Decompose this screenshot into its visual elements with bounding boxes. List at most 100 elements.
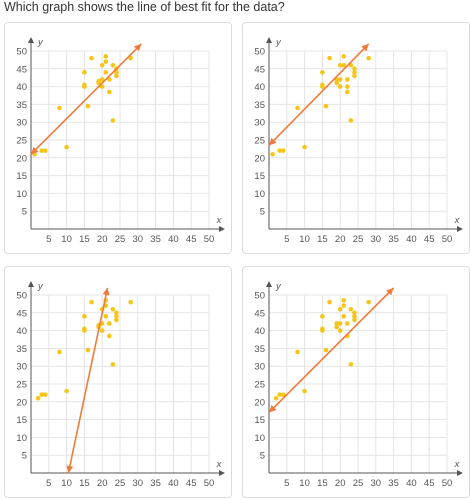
x-tick-label: 40 xyxy=(406,478,417,489)
x-tick-label: 45 xyxy=(186,234,197,245)
x-tick-label: 35 xyxy=(388,234,399,245)
data-point xyxy=(107,333,112,339)
data-point xyxy=(341,303,347,308)
data-point xyxy=(280,148,286,153)
x-tick-label: 25 xyxy=(353,478,364,489)
data-point xyxy=(42,392,48,397)
data-point xyxy=(82,70,87,75)
y-tick-label: 35 xyxy=(16,100,27,111)
data-point xyxy=(337,62,343,68)
data-point xyxy=(107,89,112,95)
y-tick-label: 40 xyxy=(16,82,27,93)
y-tick-label: 40 xyxy=(254,82,265,93)
data-point xyxy=(366,55,371,61)
x-tick-label: 5 xyxy=(46,234,51,245)
data-point xyxy=(103,314,109,319)
fit-line-arrow-icon xyxy=(269,137,277,146)
data-point xyxy=(337,328,343,333)
data-point xyxy=(114,317,119,323)
answer-choice-4[interactable]: x y 5 10 15 20 25 30 35 40 45 50 5 10 15 20 25 30 35 40 45 50 xyxy=(242,266,470,498)
x-tick-label: 30 xyxy=(371,478,382,489)
y-tick-label: 25 xyxy=(254,136,265,147)
x-tick-label: 10 xyxy=(299,234,310,245)
x-axis-label: x xyxy=(216,215,223,226)
fit-line-arrow-icon xyxy=(133,43,142,52)
data-point xyxy=(82,82,87,88)
data-point xyxy=(110,118,116,123)
x-tick-label: 25 xyxy=(115,234,126,245)
data-point xyxy=(345,321,350,326)
answer-choice-3[interactable]: x y 5 10 15 20 25 30 35 40 45 50 5 10 15 20 25 30 35 40 45 50 xyxy=(4,266,232,498)
data-point xyxy=(366,299,371,305)
x-tick-label: 15 xyxy=(79,234,90,245)
data-point xyxy=(273,395,279,401)
data-point xyxy=(64,388,69,394)
data-point xyxy=(128,55,133,61)
x-tick-label: 25 xyxy=(115,478,126,489)
data-point xyxy=(103,59,109,64)
x-axis-arrow-icon xyxy=(457,226,463,232)
data-point xyxy=(99,62,105,68)
data-point xyxy=(345,84,350,89)
x-tick-label: 45 xyxy=(424,478,435,489)
x-tick-label: 5 xyxy=(284,478,289,489)
fit-line xyxy=(30,43,142,155)
x-tick-label: 30 xyxy=(371,234,382,245)
y-tick-label: 20 xyxy=(16,153,27,164)
data-point xyxy=(107,321,112,326)
data-point xyxy=(327,299,332,305)
y-tick-label: 25 xyxy=(254,380,265,391)
y-tick-label: 25 xyxy=(16,380,27,391)
question-text: Which graph shows the line of best fit f… xyxy=(4,0,285,14)
y-tick-label: 5 xyxy=(22,451,27,462)
data-point xyxy=(352,310,357,316)
fit-line-arrow-icon xyxy=(66,465,74,473)
data-point xyxy=(334,321,339,326)
fit-line-arrow-icon xyxy=(102,287,110,296)
x-tick-label: 15 xyxy=(317,478,328,489)
data-point xyxy=(320,82,325,88)
data-point xyxy=(348,362,354,367)
data-point xyxy=(295,349,300,355)
x-axis-arrow-icon xyxy=(219,226,225,232)
x-tick-label: 20 xyxy=(97,478,108,489)
data-point xyxy=(334,80,339,86)
data-point xyxy=(114,73,119,79)
scatter-plot: x y 5 10 15 20 25 30 35 40 45 50 5 10 15 20 25 30 35 40 45 50 xyxy=(254,281,463,489)
y-axis-arrow-icon xyxy=(266,281,272,287)
data-point xyxy=(114,314,119,319)
data-point xyxy=(341,314,347,319)
y-axis-label: y xyxy=(37,37,44,48)
y-tick-label: 50 xyxy=(16,47,27,58)
y-tick-label: 40 xyxy=(16,326,27,337)
x-tick-label: 50 xyxy=(204,478,215,489)
data-point xyxy=(302,144,307,150)
x-tick-label: 10 xyxy=(61,478,72,489)
y-tick-label: 15 xyxy=(254,171,265,182)
data-point xyxy=(99,77,105,82)
x-tick-label: 40 xyxy=(168,234,179,245)
data-point xyxy=(337,77,343,82)
x-tick-label: 40 xyxy=(406,234,417,245)
data-point xyxy=(42,148,48,153)
x-axis-arrow-icon xyxy=(457,470,463,476)
y-tick-label: 30 xyxy=(254,118,265,129)
data-point xyxy=(341,54,347,59)
y-tick-label: 20 xyxy=(254,397,265,408)
data-point xyxy=(348,118,354,123)
answer-choice-2[interactable]: x y 5 10 15 20 25 30 35 40 45 50 5 10 15 20 25 30 35 40 45 50 xyxy=(242,22,470,254)
x-tick-label: 25 xyxy=(353,234,364,245)
y-tick-label: 15 xyxy=(254,415,265,426)
data-point xyxy=(341,62,347,68)
y-tick-label: 45 xyxy=(16,308,27,319)
x-tick-label: 50 xyxy=(204,234,215,245)
y-tick-label: 15 xyxy=(16,171,27,182)
answer-choice-1[interactable]: x y 5 10 15 20 25 30 35 40 45 50 5 10 15 20 25 30 35 40 45 50 xyxy=(4,22,232,254)
fit-line-arrow-icon xyxy=(361,43,369,52)
data-point xyxy=(103,54,109,59)
y-tick-label: 50 xyxy=(254,291,265,302)
y-tick-label: 40 xyxy=(254,326,265,337)
y-tick-label: 50 xyxy=(254,47,265,58)
data-point xyxy=(114,70,119,75)
y-tick-label: 20 xyxy=(254,153,265,164)
